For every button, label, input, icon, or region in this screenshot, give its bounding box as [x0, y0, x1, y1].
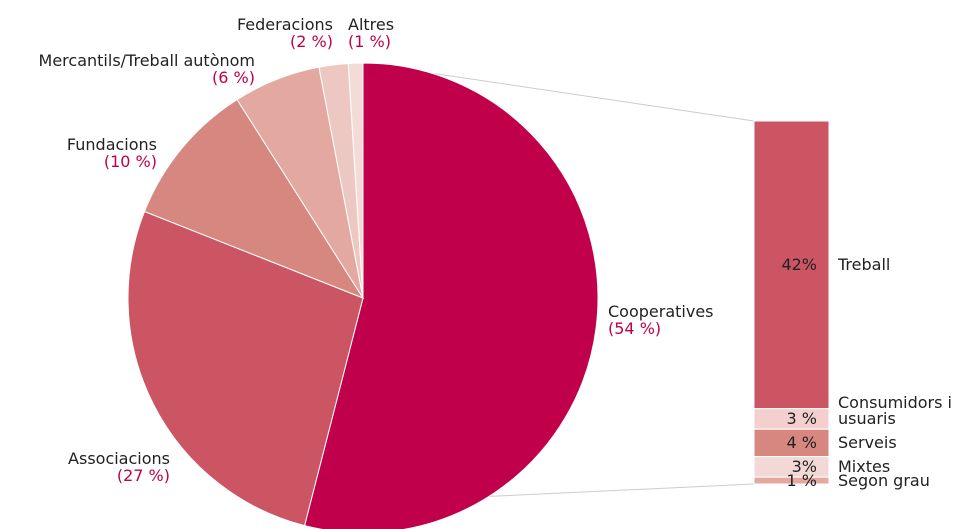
bar-label: Segon grau: [838, 470, 930, 490]
bar-segment: [753, 120, 830, 410]
pie-label: Altres (1 %): [348, 16, 394, 50]
pie-label: Fundacions (10 %): [67, 136, 157, 170]
pie-label: Mercantils/Treball autònom (6 %): [39, 52, 255, 86]
bar-label: Serveis: [838, 432, 897, 452]
bar-value-label: 42%: [781, 254, 817, 274]
bar-label: Consumidors i usuaris: [838, 392, 952, 428]
bar-value-label: 1 %: [786, 470, 817, 490]
pie-slice: [143, 98, 365, 300]
bar-value-label: 3 %: [786, 408, 817, 428]
pie-value-label: (6 %): [212, 68, 255, 87]
connector-line: [488, 483, 755, 497]
pie-value-label: (2 %): [290, 32, 333, 51]
bar-segment: [753, 428, 830, 458]
pie-label-name: Altres: [348, 15, 395, 34]
pie-label-name: Cooperatives: [608, 302, 714, 321]
pie-slice: [127, 210, 364, 527]
bar-segment: [753, 476, 830, 485]
pie-value-label: (1 %): [348, 32, 391, 51]
bar-value-label: 4 %: [786, 432, 817, 452]
pie-label: Associacions (27 %): [68, 450, 170, 484]
pie-label-name: Federacions: [236, 15, 333, 34]
pie-label-name: Fundacions: [66, 135, 157, 154]
pie-value-label: (54 %): [608, 319, 662, 338]
bar-value-label: 3%: [791, 456, 817, 476]
pie-label: Federacions (2 %): [237, 16, 333, 50]
pie-label-name: Mercantils/Treball autònom: [38, 51, 255, 70]
bar-label: Mixtes: [838, 456, 891, 476]
pie-slice: [303, 62, 599, 529]
pie-label-name: Associacions: [68, 449, 170, 468]
bar-label: Treball: [838, 254, 891, 274]
pie-label: Cooperatives (54 %): [608, 303, 714, 337]
pie-value-label: (10 %): [103, 152, 157, 171]
pie-value-label: (27 %): [116, 466, 170, 485]
pie-slice: [347, 62, 364, 299]
